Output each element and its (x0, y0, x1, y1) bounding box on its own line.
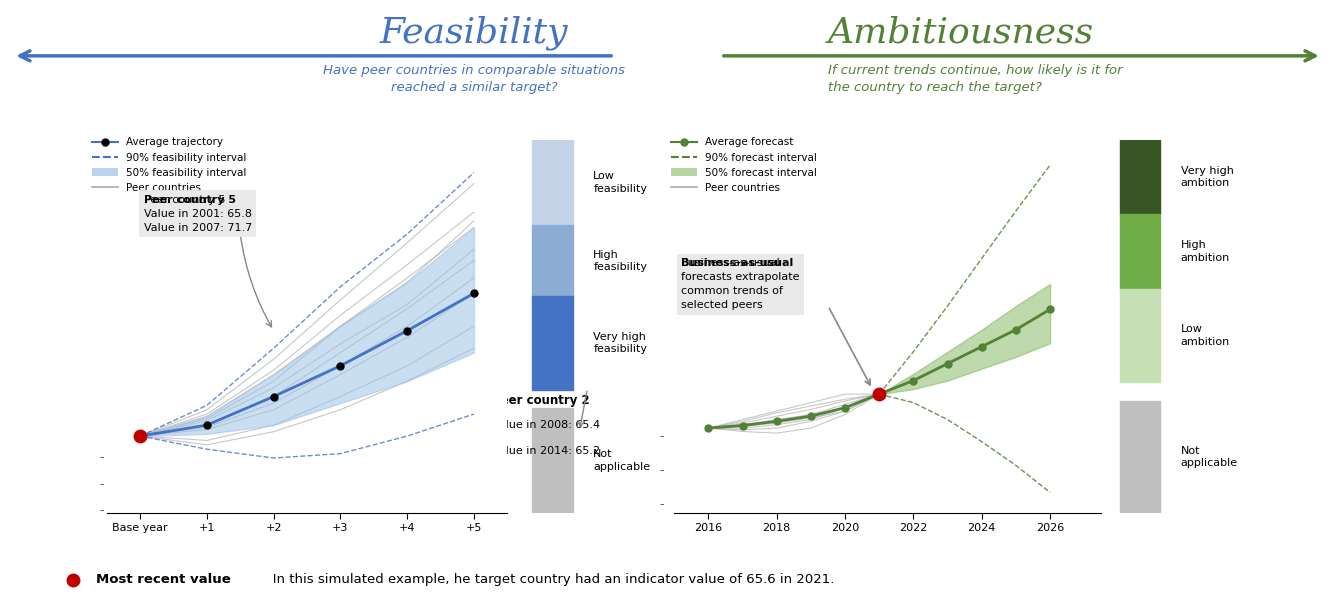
Text: -: - (659, 498, 663, 511)
Text: Not
applicable: Not applicable (1180, 446, 1238, 468)
Text: Value in 2014: 65.2: Value in 2014: 65.2 (493, 446, 601, 456)
Text: Feasibility: Feasibility (379, 15, 569, 50)
Legend: Average forecast, 90% forecast interval, 50% forecast interval, Peer countries: Average forecast, 90% forecast interval,… (672, 137, 817, 193)
Text: -: - (659, 464, 663, 477)
Text: Have peer countries in comparable situations
reached a similar target?: Have peer countries in comparable situat… (323, 64, 625, 93)
Text: Peer country 5: Peer country 5 (144, 194, 235, 205)
Bar (533, 140, 573, 225)
Text: Peer country 2: Peer country 2 (493, 394, 590, 407)
Text: -: - (99, 452, 104, 464)
Text: Very high
ambition: Very high ambition (1180, 166, 1234, 188)
Bar (1120, 140, 1160, 214)
Text: -: - (659, 430, 663, 443)
Text: -: - (99, 478, 104, 491)
Text: Very high
feasibility: Very high feasibility (593, 332, 647, 354)
Text: -: - (99, 504, 104, 517)
Bar (1120, 401, 1160, 513)
Text: In this simulated example, he target country had an indicator value of 65.6 in 2: In this simulated example, he target cou… (260, 573, 834, 586)
Bar (1120, 289, 1160, 382)
Text: Low
feasibility: Low feasibility (593, 171, 647, 194)
Bar (533, 296, 573, 390)
Text: Ambitiousness: Ambitiousness (828, 15, 1095, 49)
Text: Most recent value: Most recent value (96, 573, 231, 586)
Bar (533, 409, 573, 513)
Text: High
feasibility: High feasibility (593, 249, 647, 272)
Text: Business-as-usual: Business-as-usual (681, 259, 793, 268)
Legend: Average trajectory, 90% feasibility interval, 50% feasibility interval, Peer cou: Average trajectory, 90% feasibility inte… (92, 137, 247, 193)
Bar (533, 225, 573, 296)
Text: High
ambition: High ambition (1180, 240, 1230, 263)
Text: If current trends continue, how likely is it for
the country to reach the target: If current trends continue, how likely i… (828, 64, 1123, 93)
Bar (1120, 214, 1160, 289)
Text: Peer country 5
Value in 2001: 65.8
Value in 2007: 71.7: Peer country 5 Value in 2001: 65.8 Value… (144, 194, 252, 232)
Text: Value in 2008: 65.4: Value in 2008: 65.4 (493, 420, 601, 430)
Text: Not
applicable: Not applicable (593, 449, 650, 472)
Text: Business-as-usual
forecasts extrapolate
common trends of
selected peers: Business-as-usual forecasts extrapolate … (681, 259, 800, 310)
Text: Low
ambition: Low ambition (1180, 324, 1230, 347)
